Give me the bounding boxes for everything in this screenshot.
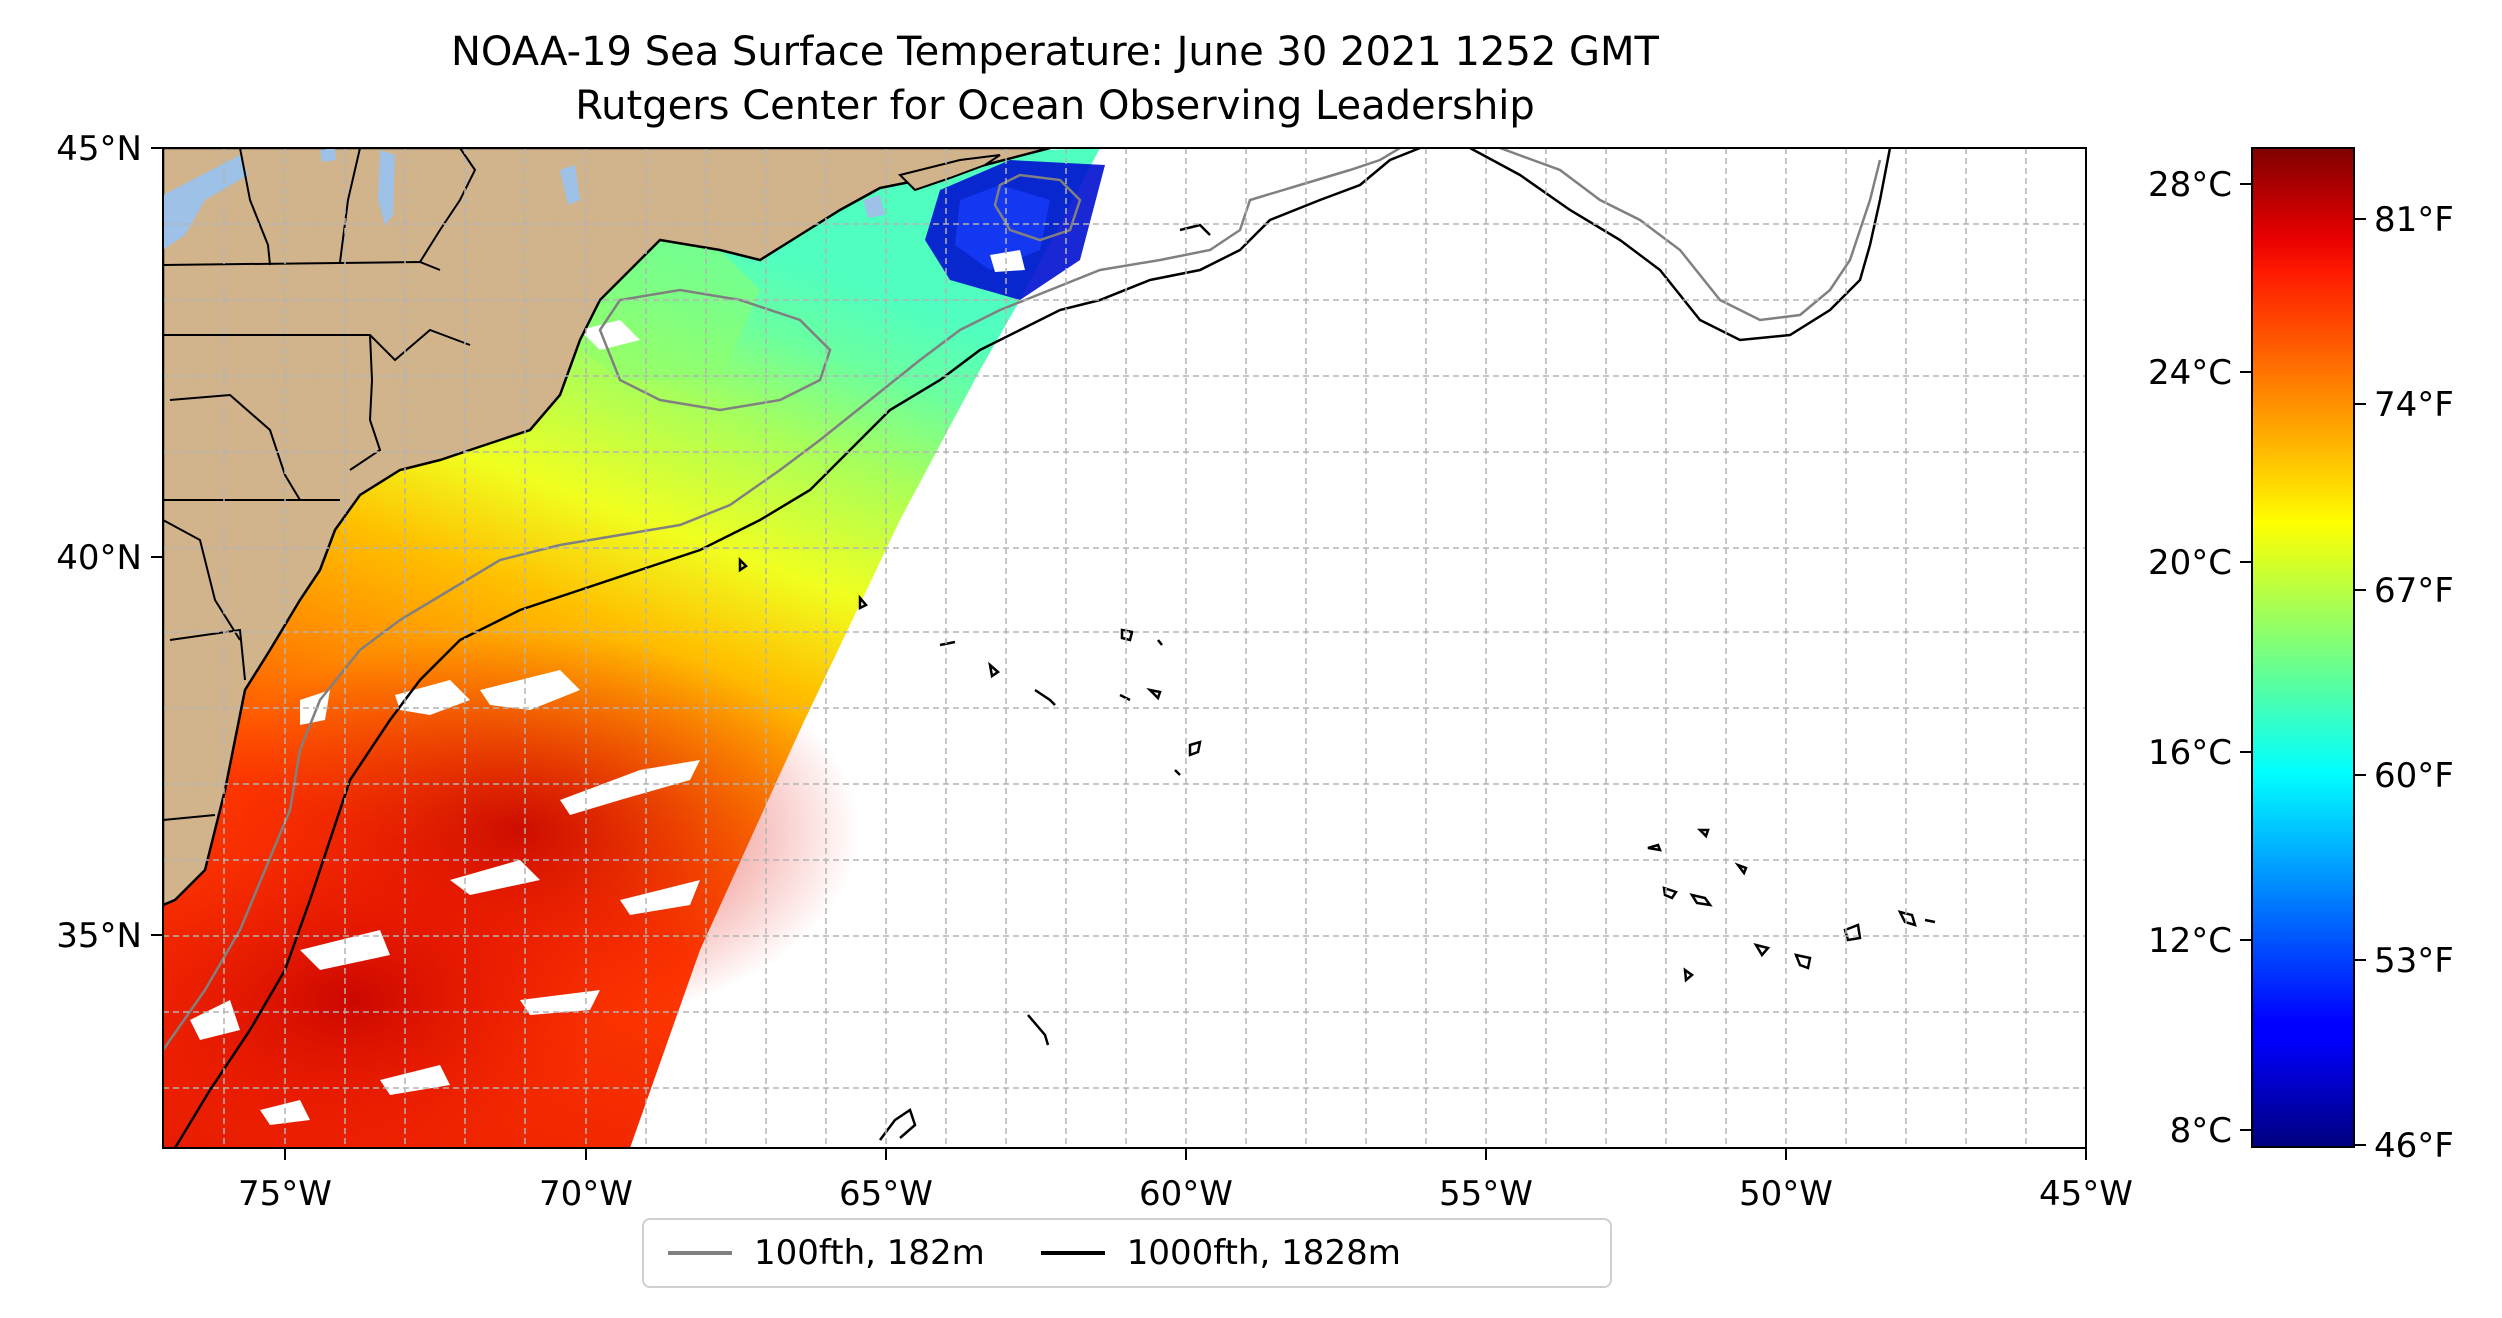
x-tick-75w: 75°W	[238, 1174, 332, 1214]
colorbar: 8°C 12°C 16°C 20°C 24°C 28°C 46°F 53°F 6…	[2148, 147, 2454, 1166]
land	[163, 148, 1051, 907]
x-tick-70w: 70°W	[539, 1174, 633, 1214]
isobath-100fth	[163, 148, 1882, 1051]
cb-tick-24c: 24°C	[2148, 353, 2232, 393]
cb-tick-46f: 46°F	[2374, 1126, 2454, 1166]
legend-swatch-black	[1040, 1251, 1105, 1255]
cb-tick-53f: 53°F	[2374, 941, 2454, 981]
map-subtitle: Rutgers Center for Ocean Observing Leade…	[575, 83, 1535, 129]
cb-tick-60f: 60°F	[2374, 756, 2454, 796]
y-tick-40n: 40°N	[56, 538, 142, 578]
map-tick-marks	[151, 147, 2087, 1160]
colorbar-gradient	[2251, 147, 2355, 1148]
x-tick-50w: 50°W	[1739, 1174, 1833, 1214]
x-tick-45w: 45°W	[2039, 1174, 2133, 1214]
legend-item-1000fth: 1000fth, 1828m	[1040, 1233, 1401, 1273]
legend-label: 100fth, 182m	[754, 1233, 985, 1273]
cb-tick-74f: 74°F	[2374, 385, 2454, 425]
cb-tick-16c: 16°C	[2148, 733, 2232, 773]
cb-tick-8c: 8°C	[2170, 1111, 2232, 1151]
cb-tick-28c: 28°C	[2148, 165, 2232, 205]
x-tick-60w: 60°W	[1139, 1174, 1233, 1214]
x-tick-65w: 65°W	[839, 1174, 933, 1214]
map-plot-area	[163, 148, 2086, 1148]
lakes	[163, 148, 885, 250]
map-grid	[163, 148, 2086, 1148]
x-tick-labels: 75°W 70°W 65°W 60°W 55°W 50°W 45°W	[238, 1174, 2133, 1214]
isobath-legend: 100fth, 182m 1000fth, 1828m	[642, 1218, 1612, 1288]
cb-tick-67f: 67°F	[2374, 571, 2454, 611]
map-title: NOAA-19 Sea Surface Temperature: June 30…	[450, 29, 1659, 75]
legend-swatch-gray	[668, 1251, 732, 1255]
legend-item-100fth: 100fth, 182m	[668, 1233, 985, 1273]
isobath-1000fth	[173, 148, 1936, 1148]
x-tick-55w: 55°W	[1439, 1174, 1533, 1214]
cb-tick-12c: 12°C	[2148, 921, 2232, 961]
cb-tick-81f: 81°F	[2374, 200, 2454, 240]
map-frame	[162, 147, 2087, 1149]
cb-tick-20c: 20°C	[2148, 543, 2232, 583]
y-tick-labels: 45°N 40°N 35°N	[56, 129, 142, 956]
legend-label: 1000fth, 1828m	[1126, 1233, 1401, 1273]
y-tick-35n: 35°N	[56, 916, 142, 956]
y-tick-45n: 45°N	[56, 129, 142, 169]
